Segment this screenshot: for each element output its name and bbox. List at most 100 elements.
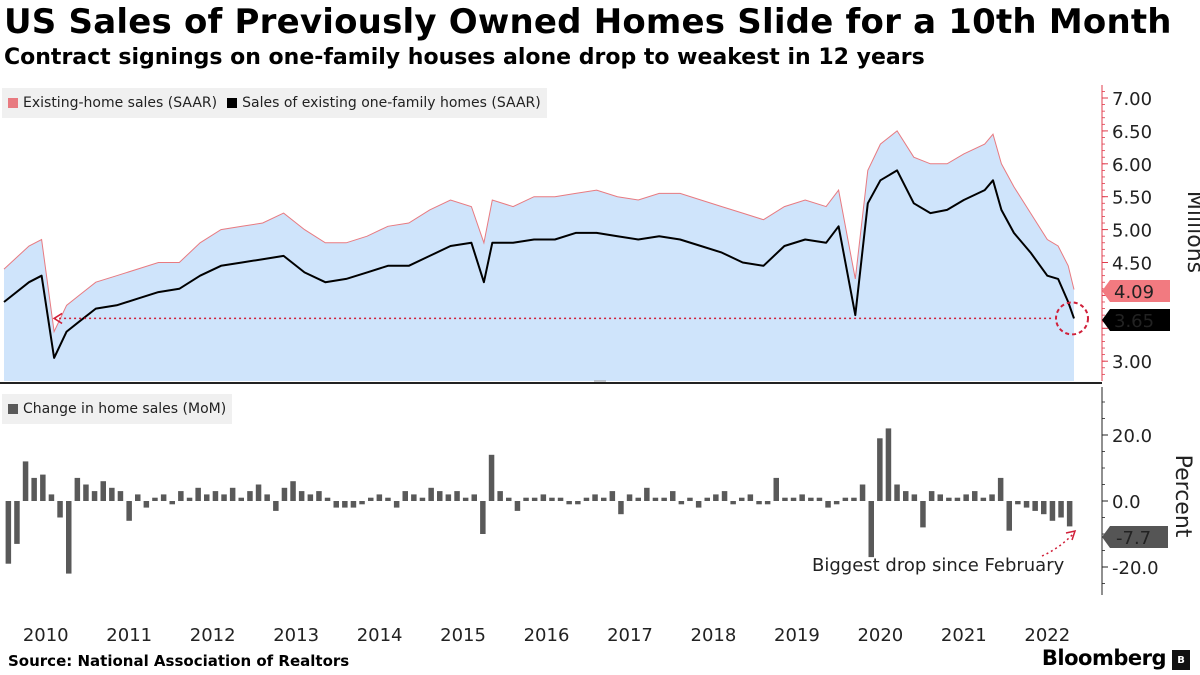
change-bar bbox=[825, 501, 831, 508]
legend-swatch-one-family bbox=[227, 98, 238, 108]
change-bar bbox=[937, 494, 943, 501]
change-bar bbox=[247, 491, 253, 501]
change-bar bbox=[972, 491, 978, 501]
change-bar bbox=[428, 487, 434, 501]
change-bar bbox=[566, 501, 572, 505]
legend-swatch-existing bbox=[8, 98, 18, 108]
change-bar bbox=[83, 484, 89, 501]
change-bar bbox=[885, 428, 892, 501]
change-bar bbox=[100, 481, 106, 501]
change-bar bbox=[402, 491, 408, 501]
change-bar bbox=[730, 501, 736, 505]
change-bar bbox=[808, 497, 814, 501]
change-bar bbox=[350, 501, 357, 508]
change-bar bbox=[186, 497, 193, 501]
x-year-label: 2011 bbox=[106, 625, 152, 646]
change-bar bbox=[1049, 501, 1056, 521]
change-bar bbox=[851, 497, 857, 501]
change-bar bbox=[790, 497, 797, 501]
x-year-label: 2017 bbox=[607, 625, 653, 646]
change-panel: Biggest drop since February bbox=[5, 428, 1077, 576]
one-family-last-value-tag-shape bbox=[1102, 309, 1170, 331]
change-bar bbox=[342, 501, 348, 508]
change-bar bbox=[592, 494, 598, 501]
x-year-label: 2019 bbox=[774, 625, 820, 646]
change-bar bbox=[1041, 501, 1047, 515]
sales-y-tick-label: 6.00 bbox=[1112, 155, 1152, 176]
x-year-label: 2012 bbox=[190, 625, 236, 646]
change-bar bbox=[773, 477, 779, 501]
change-bar bbox=[48, 494, 55, 501]
annotation-arrow-line bbox=[1041, 532, 1075, 557]
change-bar bbox=[557, 497, 564, 501]
one-family-sales-line bbox=[3, 169, 1075, 359]
change-bar bbox=[273, 501, 279, 511]
change-bar bbox=[462, 497, 469, 501]
existing-last-value-tag-label: 4.09 bbox=[1114, 282, 1154, 303]
change-bar bbox=[333, 501, 339, 508]
change-bar bbox=[670, 491, 676, 501]
x-year-label: 2014 bbox=[357, 625, 403, 646]
change-bar bbox=[816, 497, 823, 501]
change-bar bbox=[1015, 501, 1021, 505]
legend-swatch-change bbox=[8, 404, 18, 414]
change-bar bbox=[497, 491, 503, 501]
change-bar bbox=[14, 501, 20, 544]
legend-item-change: Change in home sales (MoM) bbox=[8, 401, 226, 417]
change-bar bbox=[523, 497, 529, 501]
change-bar bbox=[480, 501, 486, 534]
sales-y-tick-label: 5.50 bbox=[1112, 188, 1152, 209]
change-bar bbox=[506, 497, 512, 501]
change-bar bbox=[695, 501, 702, 508]
change-bar bbox=[5, 501, 12, 564]
change-bar bbox=[221, 494, 227, 501]
change-last-value-label: -7.7 bbox=[1116, 528, 1151, 549]
chart-subtitle: Contract signings on one-family houses a… bbox=[4, 45, 925, 70]
change-bar bbox=[747, 494, 754, 501]
change-bar bbox=[445, 494, 452, 501]
change-bar bbox=[652, 497, 659, 501]
change-bar bbox=[713, 494, 719, 501]
change-y-tick-label: -20.0 bbox=[1112, 558, 1159, 579]
change-bar bbox=[894, 484, 900, 501]
change-bar bbox=[868, 501, 874, 558]
change-bar bbox=[946, 497, 952, 501]
axes: 7.00 6.50 6.00 5.50 5.00 4.50 3.00 Millions 4.09… bbox=[0, 85, 1200, 646]
change-bar bbox=[644, 487, 650, 501]
change-bar bbox=[540, 494, 547, 501]
change-bar bbox=[307, 494, 314, 501]
change-bar bbox=[833, 501, 840, 505]
change-bar bbox=[169, 501, 175, 505]
legend-item-existing: Existing-home sales (SAAR) bbox=[8, 95, 217, 111]
brand-mark-icon: B bbox=[1172, 650, 1190, 670]
change-bar bbox=[419, 497, 426, 501]
highlight-circle bbox=[1055, 301, 1089, 336]
change-bar bbox=[488, 454, 495, 501]
sales-y-tick-label: 4.50 bbox=[1112, 254, 1152, 275]
change-bar bbox=[980, 497, 987, 501]
change-bar bbox=[40, 474, 46, 501]
existing-sales-area bbox=[4, 130, 1074, 381]
legend-label-one-family: Sales of existing one-family homes (SAAR… bbox=[242, 95, 541, 111]
change-bar bbox=[764, 501, 771, 505]
change-last-value-tag: -7.7 bbox=[1102, 525, 1168, 549]
sales-y-tick-label: 6.50 bbox=[1112, 122, 1152, 143]
change-bar bbox=[997, 477, 1004, 501]
change-last-value-shape bbox=[1102, 525, 1168, 548]
x-year-label: 2020 bbox=[857, 625, 903, 646]
change-bar bbox=[135, 494, 141, 501]
change-bar bbox=[316, 491, 322, 501]
change-bar bbox=[1032, 501, 1038, 511]
existing-sales-line bbox=[3, 130, 1075, 334]
sales-panel bbox=[3, 130, 1089, 381]
x-year-label: 2015 bbox=[440, 625, 486, 646]
change-bar bbox=[782, 497, 788, 501]
change-bar bbox=[31, 477, 37, 501]
legend-item-one-family: Sales of existing one-family homes (SAAR… bbox=[227, 95, 541, 111]
change-bar bbox=[238, 497, 244, 501]
change-bar bbox=[74, 477, 81, 501]
change-bar bbox=[1006, 501, 1012, 531]
change-bar bbox=[204, 494, 210, 501]
sales-legend: Existing-home sales (SAAR) Sales of exis… bbox=[2, 88, 547, 118]
